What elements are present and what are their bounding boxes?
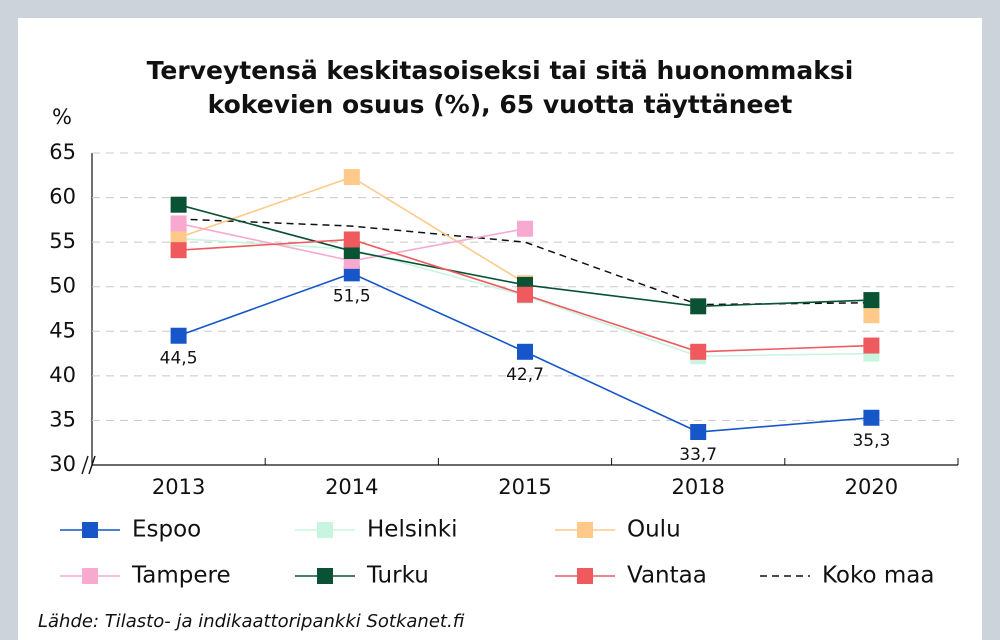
legend-label: Koko maa (822, 563, 934, 589)
marker (863, 409, 880, 426)
source: Lähde: Tilasto- ja indikaattoripankki So… (38, 611, 465, 632)
chart-title: Terveytensä keskitasoiseksi tai sitä huo… (147, 56, 854, 85)
data-label: 33,7 (679, 445, 717, 465)
marker (343, 169, 360, 186)
legend-marker (317, 522, 333, 538)
x-tick-label: 2020 (845, 475, 898, 499)
marker (690, 298, 707, 315)
y-tick-label: 65 (49, 140, 76, 164)
marker (863, 337, 880, 354)
y-tick-label: 55 (49, 229, 76, 253)
legend-label: Oulu (627, 517, 681, 543)
marker (170, 242, 187, 259)
x-tick-label: 2014 (325, 475, 378, 499)
y-tick-label: 30 (49, 452, 76, 476)
marker (690, 424, 707, 441)
marker (343, 265, 360, 282)
legend-label: Vantaa (627, 563, 707, 589)
legend-marker (577, 522, 593, 538)
legend-marker (577, 568, 593, 584)
marker (863, 307, 880, 324)
marker (690, 343, 707, 360)
y-tick-label: 40 (49, 363, 76, 387)
y-tick-label: 60 (49, 185, 76, 209)
data-label: 35,3 (852, 431, 890, 451)
legend-marker (82, 568, 98, 584)
data-label: 51,5 (333, 286, 371, 306)
legend-label: Espoo (132, 517, 201, 543)
marker (343, 231, 360, 248)
y-tick-label: 35 (49, 407, 76, 431)
legend-label: Tampere (131, 563, 231, 589)
marker (170, 327, 187, 344)
legend-label: Helsinki (367, 517, 458, 543)
legend-label: Turku (366, 563, 429, 589)
marker (517, 220, 533, 237)
legend-marker (317, 568, 333, 584)
y-tick-label: 45 (49, 318, 76, 342)
marker (170, 196, 187, 213)
marker (863, 292, 880, 309)
axis-break (81, 455, 96, 475)
data-label: 42,7 (506, 365, 544, 385)
marker (517, 343, 533, 360)
x-tick-label: 2013 (152, 475, 205, 499)
legend-marker (82, 522, 98, 538)
marker (170, 215, 187, 232)
x-tick-label: 2018 (671, 475, 724, 499)
y-tick-label: 50 (49, 274, 76, 298)
marker (170, 229, 187, 246)
x-tick-label: 2015 (498, 475, 551, 499)
chart-title: kokevien osuus (%), 65 vuotta täyttäneet (208, 90, 793, 119)
marker (517, 286, 533, 303)
y-axis-label: % (52, 105, 72, 129)
data-label: 44,5 (160, 349, 198, 369)
